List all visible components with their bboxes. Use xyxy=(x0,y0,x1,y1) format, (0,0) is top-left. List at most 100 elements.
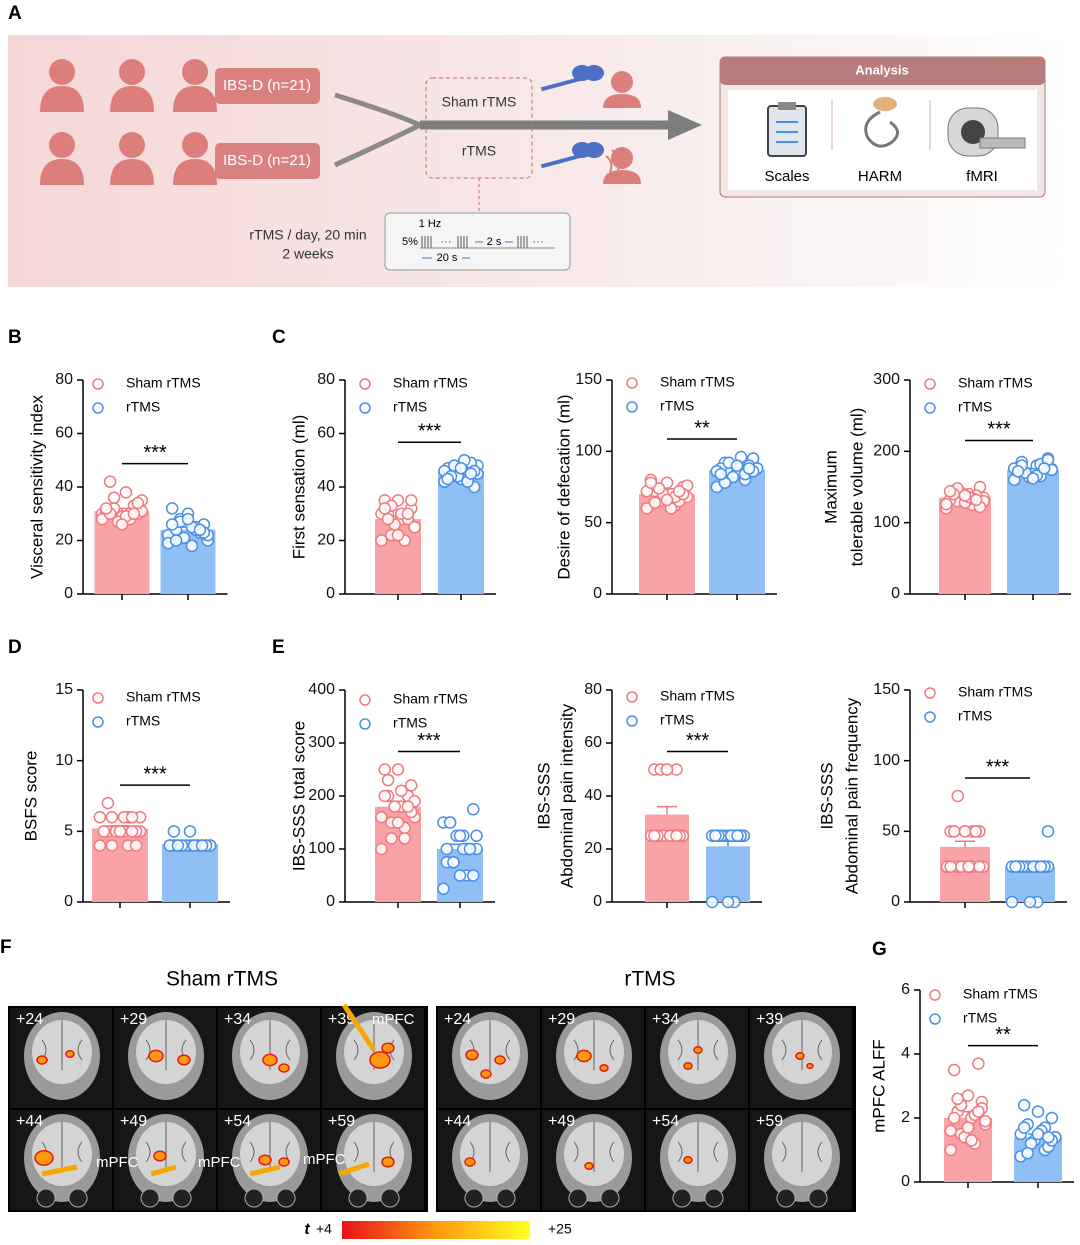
data-point xyxy=(93,810,107,824)
y-tick-label: 400 xyxy=(308,681,335,698)
data-point xyxy=(375,842,388,856)
activation xyxy=(693,1046,703,1054)
y-tick-label: 200 xyxy=(308,787,335,804)
panel-letter: F xyxy=(0,937,12,958)
data-point xyxy=(395,784,408,797)
y-tick-label: 300 xyxy=(873,371,900,388)
legend-label: Sham rTMS xyxy=(963,986,1038,1002)
data-point xyxy=(972,1057,985,1070)
slice-label: +49 xyxy=(548,1113,575,1130)
data-point xyxy=(951,789,965,803)
y-axis-label: IBS-SSS xyxy=(817,762,836,829)
pulse-interval: 2 s xyxy=(487,236,502,248)
data-point xyxy=(447,856,460,869)
data-point xyxy=(1017,1098,1031,1112)
analysis-title: Analysis xyxy=(855,62,908,77)
y-tick-label: 150 xyxy=(575,371,602,388)
data-point xyxy=(1026,472,1040,485)
data-point xyxy=(453,829,467,842)
data-point xyxy=(440,842,454,856)
colorbar-symbol: t xyxy=(304,1221,310,1238)
y-tick-label: 80 xyxy=(55,371,73,388)
y-tick-label: 10 xyxy=(55,752,73,769)
legend-marker xyxy=(359,694,371,706)
data-point xyxy=(105,839,119,852)
orbit xyxy=(68,1188,88,1208)
legend-label: rTMS xyxy=(958,399,992,415)
data-point xyxy=(125,810,139,824)
panel-letter: D xyxy=(8,637,22,658)
arrow xyxy=(41,1164,78,1177)
y-tick-label: 40 xyxy=(317,478,335,495)
data-point xyxy=(441,472,455,486)
data-point xyxy=(464,467,478,480)
panel-a: IBS-D (n=21) IBS-D (n=21) Sham rTMS rTMS… xyxy=(8,35,1072,287)
significance-label: *** xyxy=(987,419,1011,441)
data-point xyxy=(979,1114,992,1128)
legend-label: Sham rTMS xyxy=(393,375,468,391)
y-axis-label: BSFS score xyxy=(21,751,40,842)
y-tick-label: 60 xyxy=(55,425,73,442)
data-point xyxy=(714,467,728,481)
data-point xyxy=(972,1105,985,1118)
data-point xyxy=(165,518,179,531)
activation xyxy=(258,1154,272,1166)
data-point xyxy=(381,512,395,526)
data-point xyxy=(973,860,986,873)
slice-label: +34 xyxy=(652,1011,679,1028)
data-point xyxy=(165,502,179,515)
data-point xyxy=(940,497,953,511)
brain-sulci xyxy=(677,1020,719,1070)
y-axis-label: Abdominal pain frequency xyxy=(842,697,861,894)
data-point xyxy=(105,810,119,824)
legend-marker xyxy=(92,716,104,728)
orbit xyxy=(244,1188,264,1208)
analysis-item: HARM xyxy=(858,168,902,185)
data-point xyxy=(648,829,661,842)
y-axis-label: IBS-SSS xyxy=(534,762,553,829)
data-point xyxy=(103,475,117,488)
bar xyxy=(162,844,218,902)
region-label: mPFC xyxy=(198,1154,241,1171)
panel-letter: G xyxy=(872,939,887,960)
data-point xyxy=(408,520,421,534)
data-point xyxy=(391,763,405,776)
significance-label: *** xyxy=(418,421,442,443)
data-point xyxy=(969,825,983,838)
data-point xyxy=(463,842,477,856)
brain-sulci xyxy=(573,1020,615,1070)
colorbar-max: +25 xyxy=(548,1221,572,1237)
data-point xyxy=(670,829,683,842)
y-tick-label: 5 xyxy=(64,823,73,840)
data-point xyxy=(195,839,209,852)
activation xyxy=(795,1052,805,1060)
legend-marker xyxy=(359,402,371,414)
error-bar xyxy=(955,840,975,847)
legend-marker xyxy=(626,401,638,413)
data-point xyxy=(181,512,195,526)
data-point xyxy=(660,763,674,776)
y-axis-label: First sensation (ml) xyxy=(289,415,308,560)
orbit xyxy=(776,1188,796,1208)
region-label: mPFC xyxy=(96,1154,139,1171)
data-point xyxy=(93,839,107,852)
data-point xyxy=(944,1143,957,1157)
data-point xyxy=(730,459,744,472)
slice-label: +24 xyxy=(444,1011,471,1028)
data-point xyxy=(185,539,199,553)
pulse-dots: ··· xyxy=(533,236,544,248)
colorbar xyxy=(342,1221,530,1239)
y-tick-label: 0 xyxy=(326,893,335,910)
activation xyxy=(148,1049,164,1063)
activation xyxy=(177,1054,191,1066)
protocol-text: rTMS / day, 20 min xyxy=(249,227,366,243)
colorbar-min: +4 xyxy=(316,1221,332,1237)
bar xyxy=(706,846,750,902)
y-tick-label: 0 xyxy=(891,893,900,910)
analysis-item: Scales xyxy=(764,168,809,185)
y-axis-label: Desire of defecation (ml) xyxy=(554,394,573,579)
region-label: mPFC xyxy=(303,1151,346,1168)
data-point xyxy=(709,829,722,842)
brain-sulci xyxy=(781,1020,823,1070)
